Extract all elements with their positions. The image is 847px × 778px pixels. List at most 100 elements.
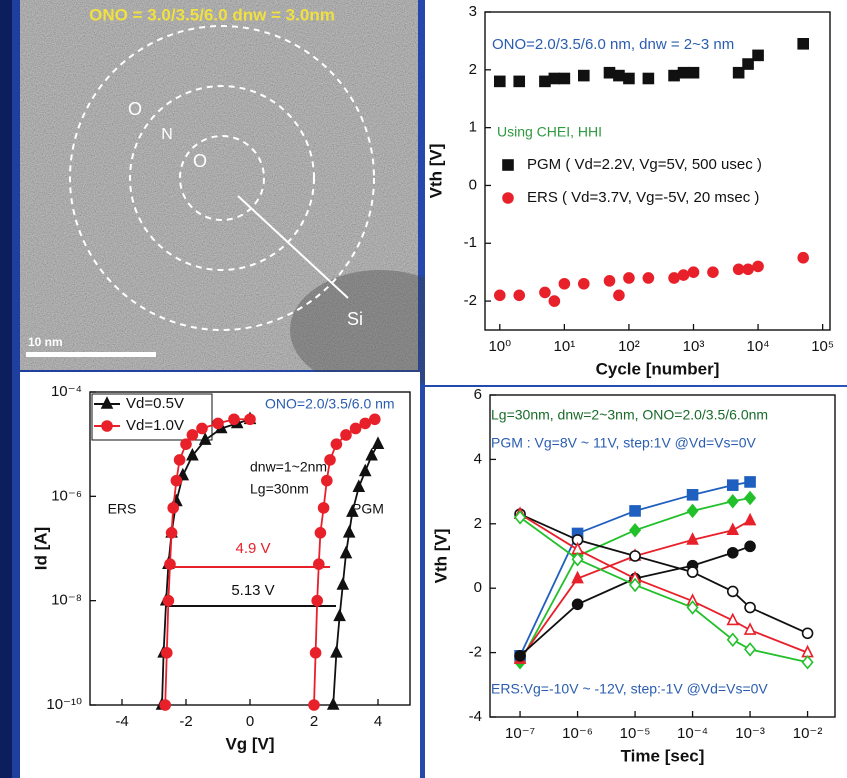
- marker: [573, 599, 583, 609]
- marker: [229, 414, 239, 424]
- marker: [312, 596, 322, 606]
- y-tick-label: 1: [469, 119, 477, 136]
- marker: [679, 270, 689, 280]
- marker: [322, 476, 332, 486]
- y-tick-label: 10⁻⁸: [51, 592, 82, 609]
- y-tick-label: 2: [469, 61, 477, 78]
- x-tick-label: -2: [179, 713, 192, 730]
- y-tick-label: 0: [469, 176, 477, 193]
- marker: [514, 76, 524, 86]
- x-tick-label: 10⁻³: [735, 725, 765, 742]
- marker: [688, 567, 698, 577]
- x-axis-label: Cycle [number]: [596, 359, 720, 378]
- marker: [728, 586, 738, 596]
- marker: [630, 506, 640, 516]
- x-tick-label: 0: [246, 713, 254, 730]
- marker: [604, 68, 614, 78]
- marker: [540, 76, 550, 86]
- marker: [213, 418, 223, 428]
- page: ONO = 3.0/3.5/6.0 dnw = 3.0nm O N O Si 1…: [0, 0, 847, 778]
- marker: [325, 455, 335, 465]
- marker: [688, 490, 698, 500]
- marker: [614, 290, 624, 300]
- x-tick-label: 10⁻⁵: [620, 725, 651, 742]
- legend-marker: [503, 160, 513, 170]
- y-tick-label: 0: [474, 579, 482, 596]
- annotation: dnw=1~2nm: [250, 459, 327, 475]
- y-tick-label: 10⁻⁴: [51, 383, 82, 400]
- marker: [559, 73, 569, 83]
- y-tick-label: 4: [474, 450, 482, 467]
- marker: [745, 541, 755, 551]
- marker: [549, 73, 559, 83]
- marker: [495, 290, 505, 300]
- marker: [495, 76, 505, 86]
- x-tick-label: 10⁰: [488, 338, 511, 355]
- marker: [514, 290, 524, 300]
- marker: [743, 59, 753, 69]
- marker: [160, 700, 170, 710]
- marker: [753, 261, 763, 271]
- layer-label: Si: [347, 309, 363, 329]
- marker: [315, 528, 325, 538]
- marker: [165, 559, 175, 569]
- annotation: Using CHEI, HHI: [497, 124, 602, 140]
- x-tick-label: -4: [115, 713, 128, 730]
- legend-label: Vd=1.0V: [126, 417, 184, 434]
- marker: [171, 476, 181, 486]
- marker: [245, 414, 255, 424]
- marker: [311, 648, 321, 658]
- tem-image: ONO = 3.0/3.5/6.0 dnw = 3.0nm O N O Si 1…: [20, 0, 470, 390]
- y-axis-label: Vth [V]: [426, 144, 445, 199]
- marker: [689, 267, 699, 277]
- x-axis-label: Time [sec]: [621, 746, 705, 765]
- marker: [540, 287, 550, 297]
- annotation: Lg=30nm, dnw=2~3nm, ONO=2.0/3.5/6.0nm: [491, 407, 768, 423]
- scale-bar-label: 10 nm: [28, 335, 63, 349]
- x-tick-label: 10⁻⁴: [677, 725, 708, 742]
- marker: [197, 423, 207, 433]
- marker: [162, 648, 172, 658]
- marker: [175, 455, 185, 465]
- annotation: 4.9 V: [235, 540, 270, 557]
- image-title: ONO = 3.0/3.5/6.0 dnw = 3.0nm: [89, 5, 335, 24]
- marker: [579, 279, 589, 289]
- annotation: ERS:Vg=-10V ~ -12V, step:-1V @Vd=Vs=0V: [491, 681, 768, 697]
- marker: [798, 253, 808, 263]
- marker: [708, 267, 718, 277]
- y-tick-label: 6: [474, 386, 482, 403]
- legend-label: ERS ( Vd=3.7V, Vg=-5V, 20 msec ): [527, 189, 759, 206]
- marker: [167, 528, 177, 538]
- marker: [309, 700, 319, 710]
- y-tick-label: 10⁻¹⁰: [46, 696, 82, 713]
- annotation: ONO=2.0/3.5/6.0 nm, dnw = 2~3 nm: [492, 36, 734, 53]
- marker: [351, 423, 361, 433]
- marker: [679, 68, 689, 78]
- marker: [743, 264, 753, 274]
- annotation: ERS: [108, 501, 137, 517]
- marker: [168, 503, 178, 513]
- marker: [624, 73, 634, 83]
- x-tick-label: 10⁵: [811, 338, 834, 355]
- x-tick-label: 10⁻⁷: [505, 725, 535, 742]
- marker: [643, 73, 653, 83]
- x-tick-label: 10⁻⁶: [562, 725, 593, 742]
- marker: [163, 596, 173, 606]
- annotation: PGM : Vg=8V ~ 11V, step:1V @Vd=Vs=0V: [491, 435, 756, 451]
- marker: [360, 418, 370, 428]
- x-tick-label: 10²: [618, 338, 640, 355]
- annotation: ONO=2.0/3.5/6.0 nm: [265, 396, 395, 412]
- marker: [187, 430, 197, 440]
- marker: [604, 276, 614, 286]
- marker: [745, 477, 755, 487]
- marker: [331, 439, 341, 449]
- marker: [549, 296, 559, 306]
- marker: [314, 559, 324, 569]
- marker: [728, 548, 738, 558]
- y-tick-label: 3: [469, 3, 477, 20]
- marker: [319, 503, 329, 513]
- y-tick-label: -4: [469, 708, 482, 725]
- y-axis-label: Id [A]: [31, 527, 50, 570]
- marker: [753, 50, 763, 60]
- marker: [669, 273, 679, 283]
